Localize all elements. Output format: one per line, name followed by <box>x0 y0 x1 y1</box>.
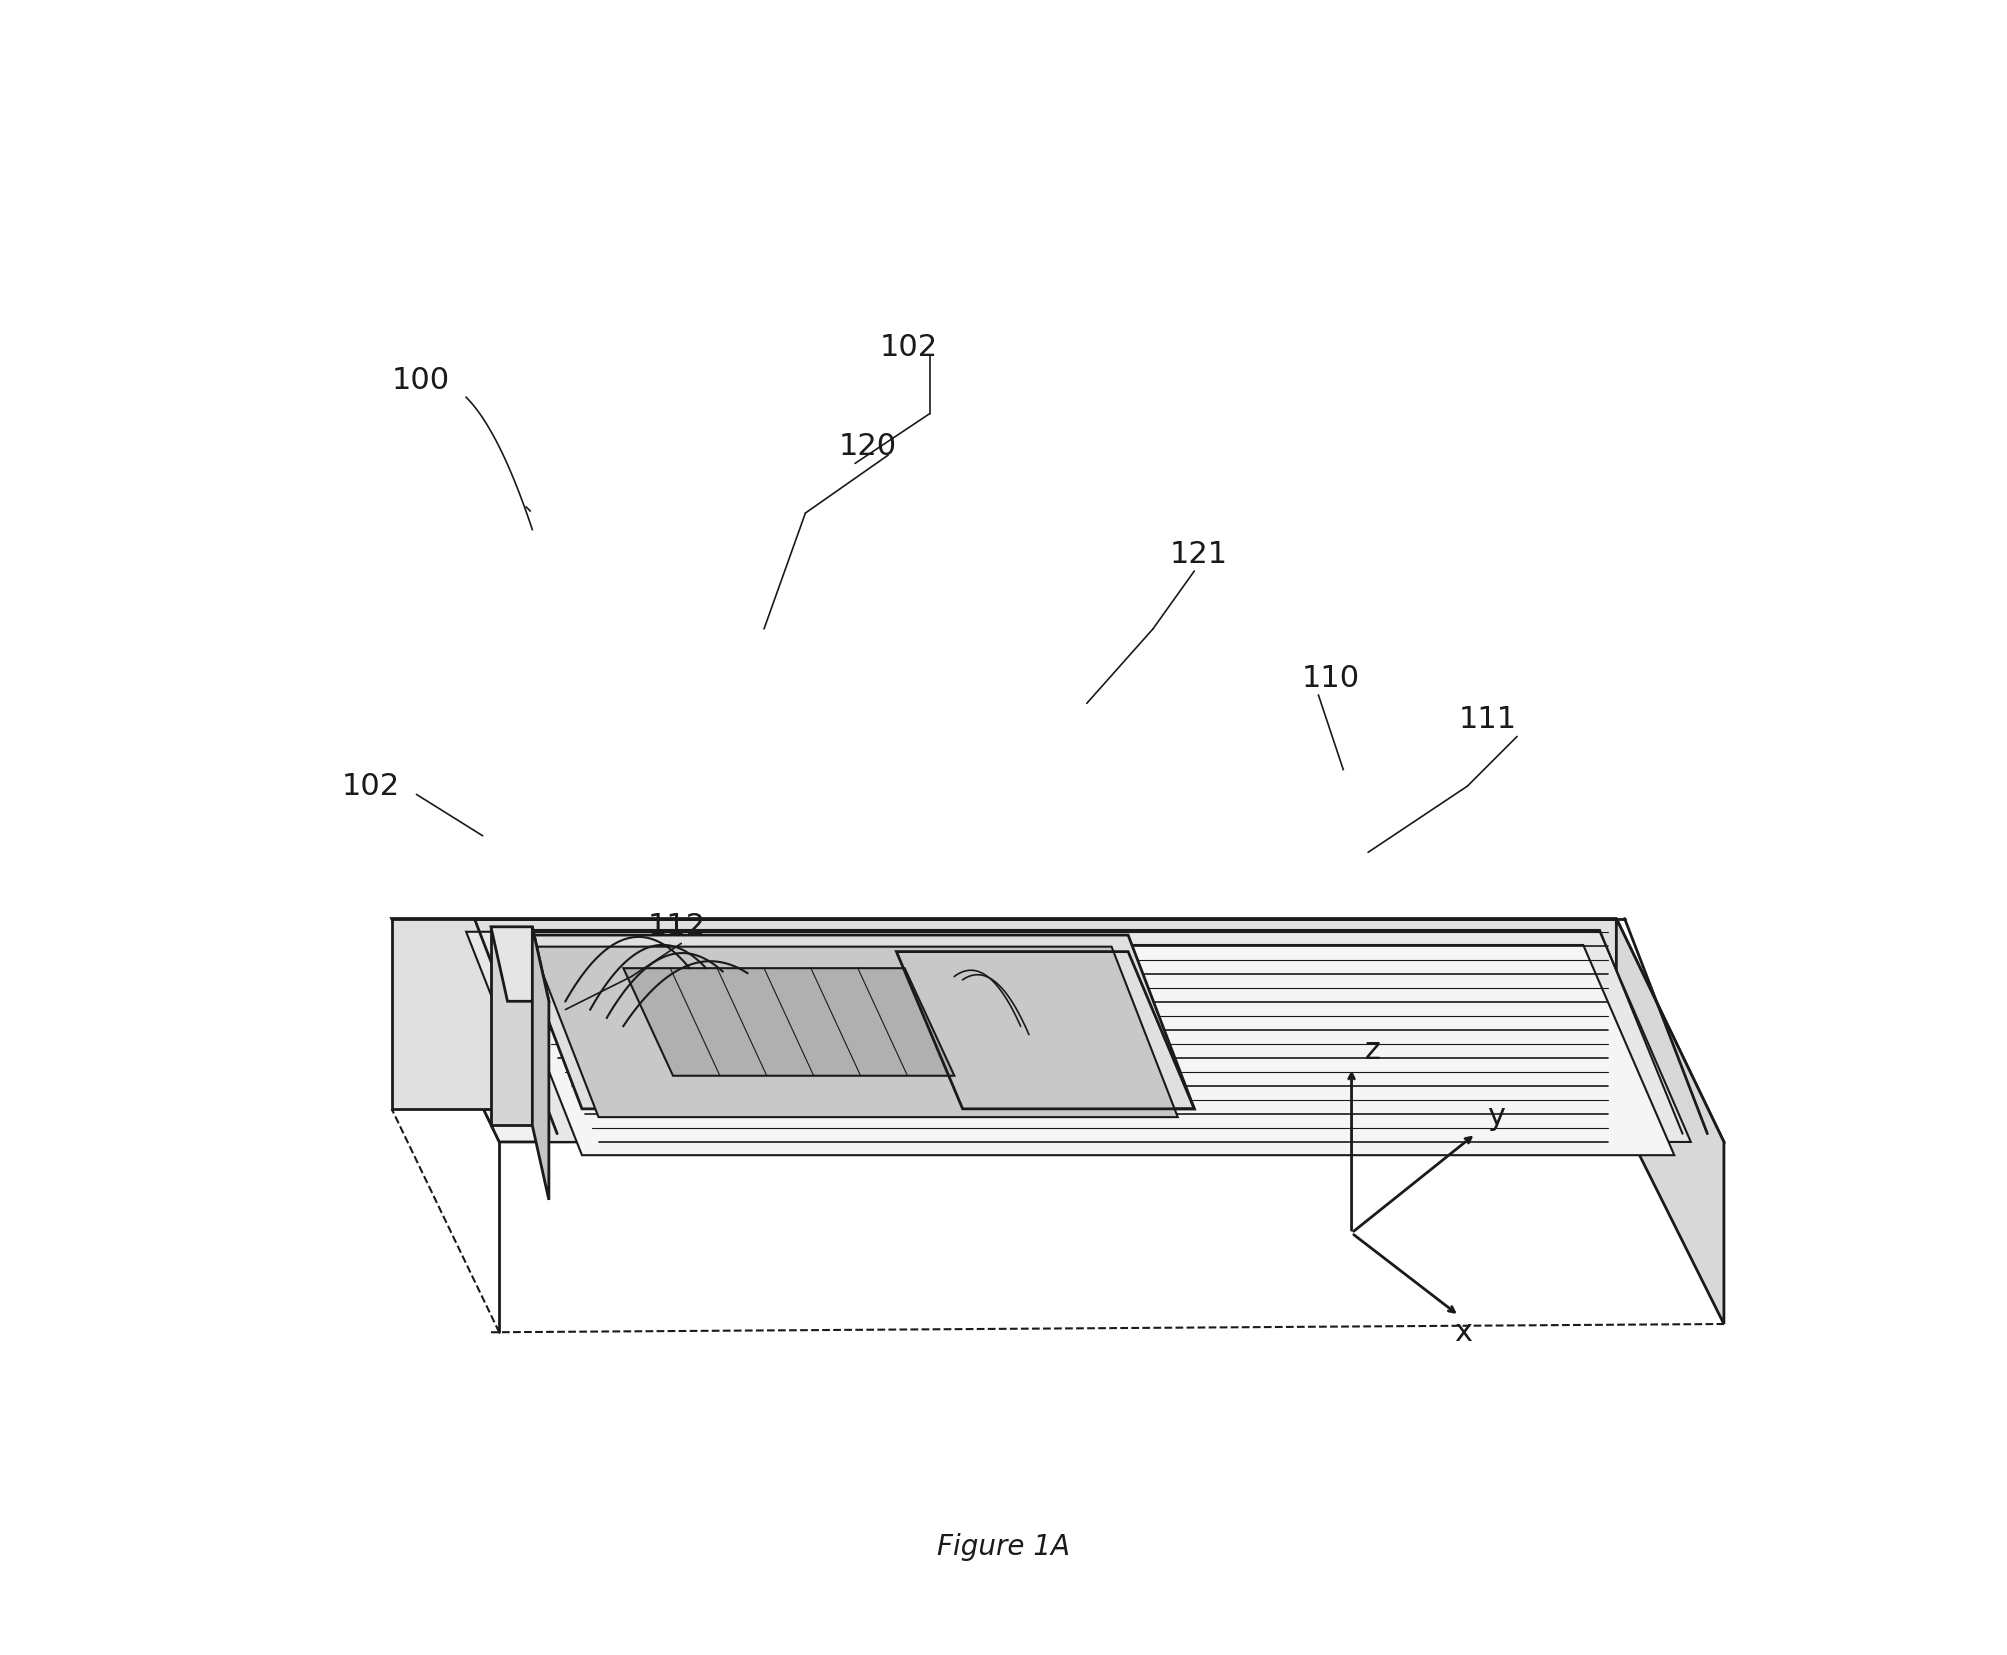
Polygon shape <box>516 935 1194 1109</box>
Text: 120: 120 <box>839 432 897 462</box>
Text: Figure 1A: Figure 1A <box>937 1534 1070 1561</box>
Text: 111: 111 <box>1459 705 1517 735</box>
Text: 102: 102 <box>879 333 937 362</box>
Text: z: z <box>1365 1036 1381 1066</box>
Polygon shape <box>1616 919 1724 1324</box>
Text: 112: 112 <box>648 912 706 942</box>
Polygon shape <box>391 919 1616 1109</box>
Polygon shape <box>391 919 1724 1142</box>
Text: 102: 102 <box>341 771 399 801</box>
Polygon shape <box>466 932 1690 1142</box>
Polygon shape <box>532 927 548 1200</box>
Text: x: x <box>1453 1317 1471 1347</box>
Text: 110: 110 <box>1301 664 1359 693</box>
Text: 100: 100 <box>391 366 450 396</box>
Text: 121: 121 <box>1168 540 1226 569</box>
Polygon shape <box>622 968 953 1076</box>
Polygon shape <box>532 947 1178 1117</box>
Text: y: y <box>1487 1102 1505 1132</box>
Polygon shape <box>490 927 532 1125</box>
Polygon shape <box>490 927 548 1001</box>
Polygon shape <box>500 945 1674 1155</box>
